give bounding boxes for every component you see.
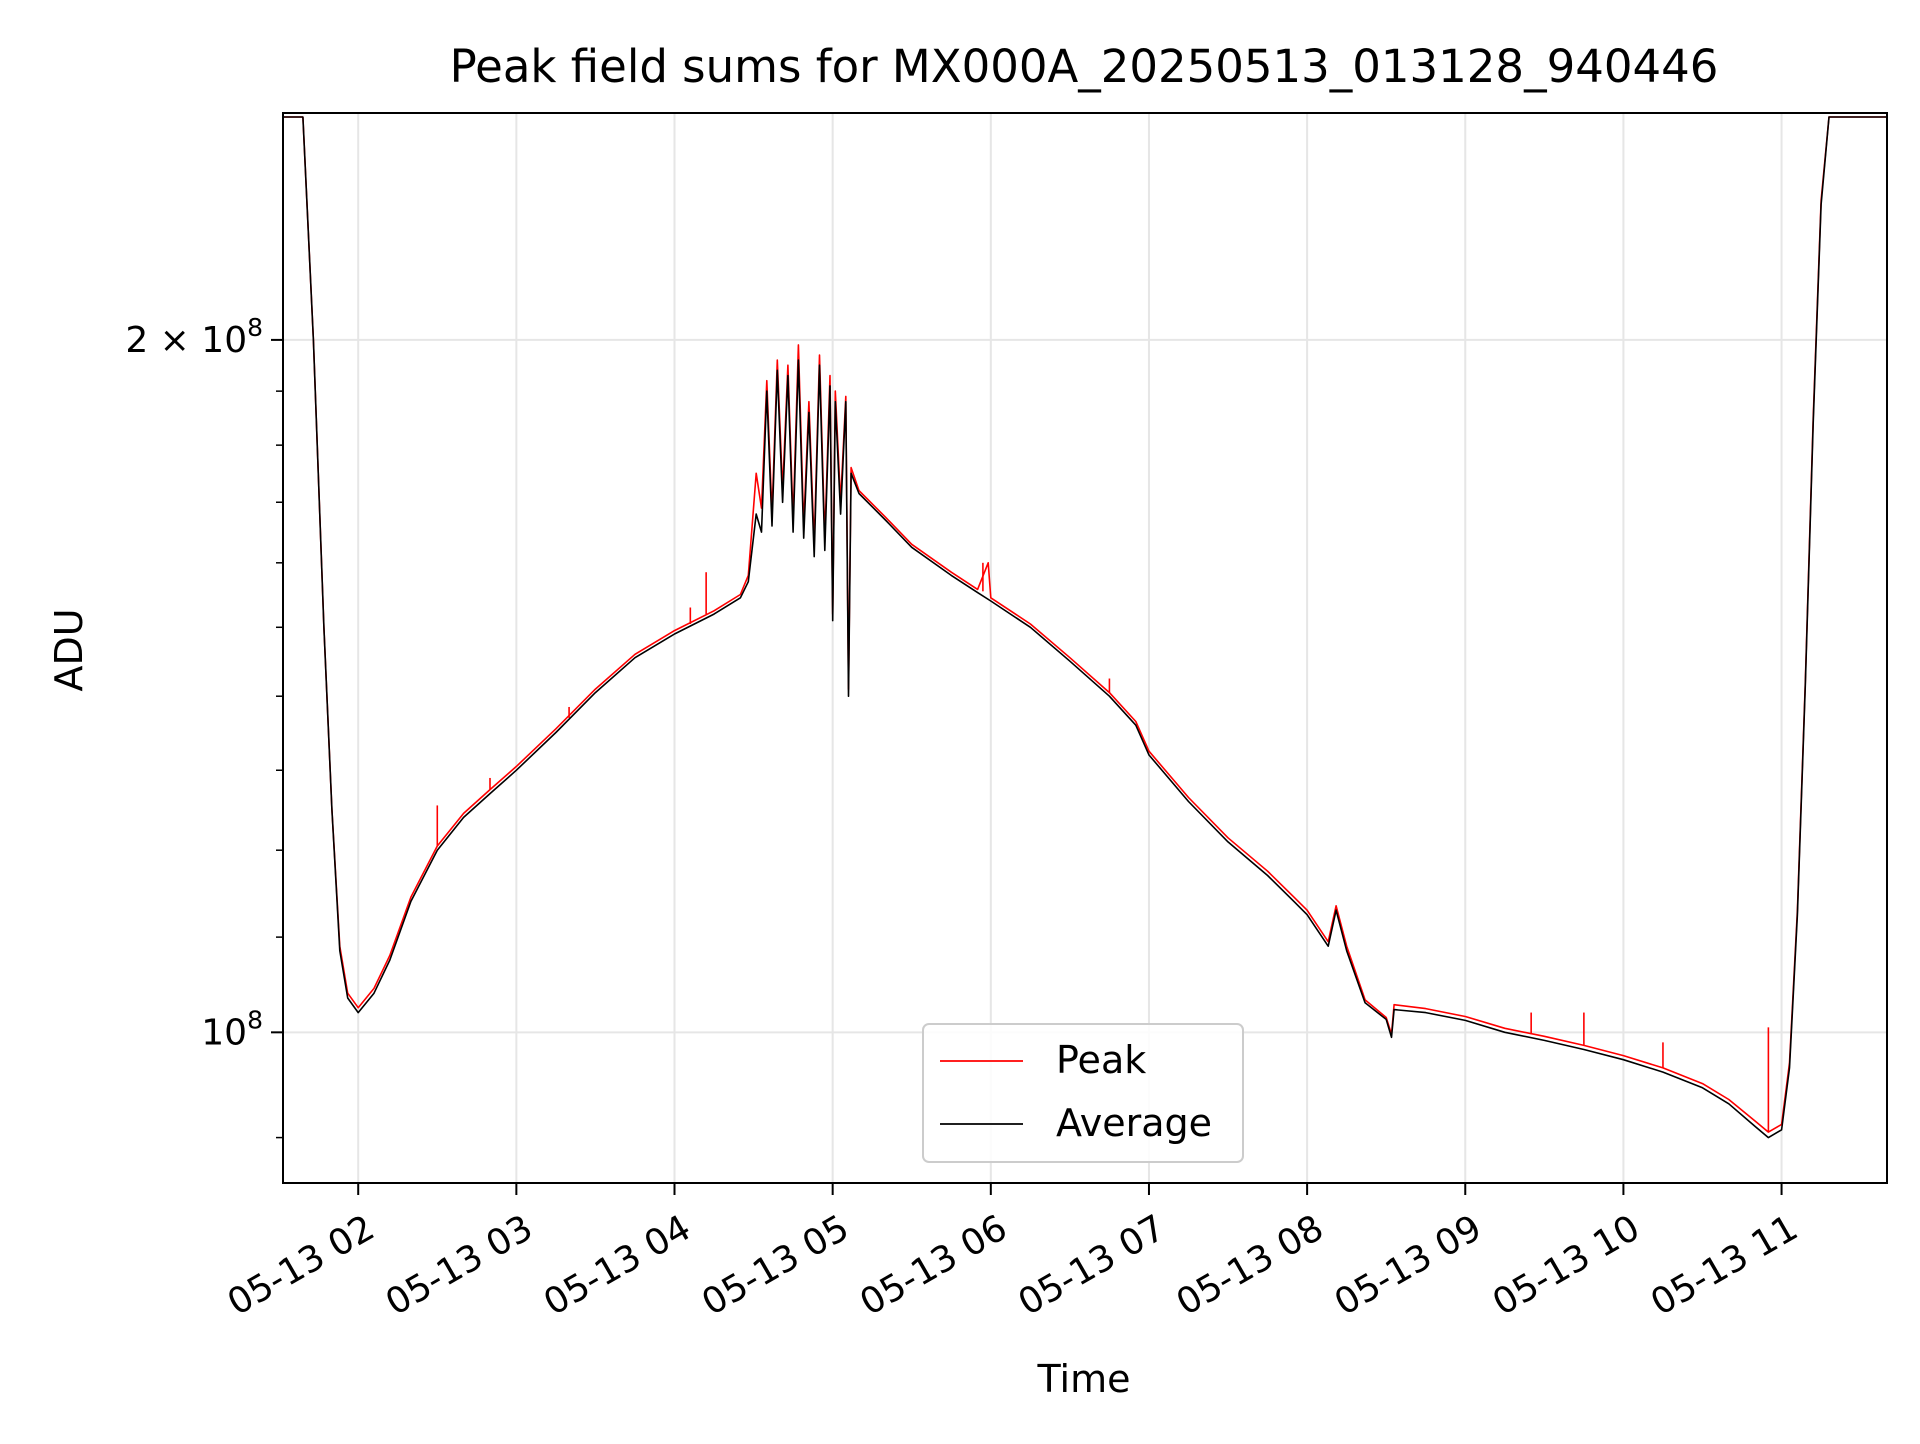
- series-line-peak: [283, 116, 1887, 1133]
- series-lines: [283, 116, 1887, 1139]
- x-tick-label: 05-13 09: [1328, 1207, 1489, 1323]
- y-tick-label: 2 × 108: [125, 313, 263, 361]
- legend-label-average: Average: [1056, 1101, 1212, 1145]
- legend: Peak Average: [922, 1023, 1244, 1163]
- x-tick-label: 05-13 03: [379, 1207, 540, 1323]
- x-axis-label: Time: [1037, 1357, 1131, 1401]
- legend-label-peak: Peak: [1056, 1038, 1146, 1082]
- x-tick-label: 05-13 04: [537, 1207, 698, 1323]
- x-tick-label: 05-13 08: [1170, 1207, 1331, 1323]
- plot-frame: [282, 112, 1888, 1184]
- y-tick-label: 108: [201, 1005, 263, 1053]
- grid: [283, 113, 1887, 1183]
- legend-box: [922, 1023, 1244, 1163]
- x-tick-label: 05-13 10: [1486, 1207, 1647, 1323]
- y-axis-label: ADU: [47, 608, 91, 691]
- x-tick-label: 05-13 02: [221, 1207, 382, 1323]
- series-line-average: [283, 116, 1887, 1139]
- x-tick-label: 05-13 11: [1644, 1207, 1805, 1323]
- x-tick-label: 05-13 07: [1012, 1207, 1173, 1323]
- chart-title: Peak field sums for MX000A_20250513_0131…: [450, 40, 1719, 93]
- x-tick-label: 05-13 06: [853, 1207, 1014, 1323]
- x-tick-label: 05-13 05: [695, 1207, 856, 1323]
